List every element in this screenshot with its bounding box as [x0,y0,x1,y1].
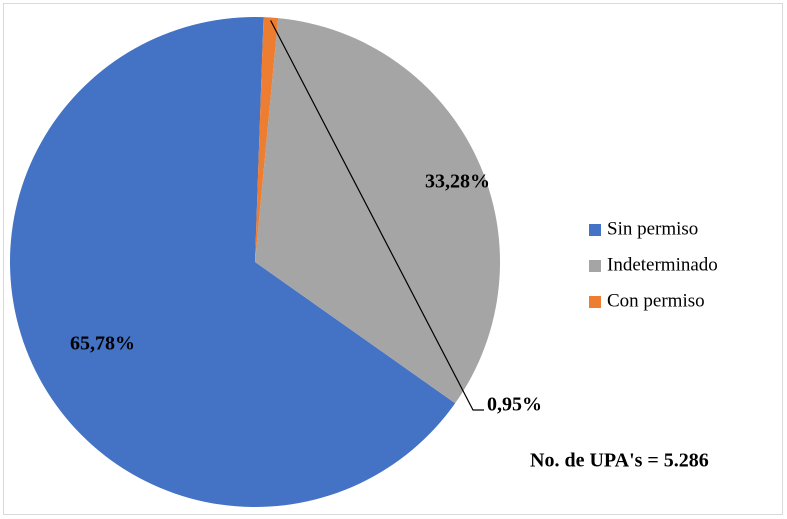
leader-line [270,20,484,411]
legend-swatch [589,260,601,272]
legend-label: Sin permiso [607,218,698,239]
data-label: 33,28% [425,171,490,193]
data-label: 65,78% [70,333,135,355]
legend-swatch [589,224,601,236]
legend-label: Con permiso [607,290,705,311]
pie-slice [9,16,456,508]
pie-slice [255,17,279,263]
data-label: 0,95% [487,394,542,416]
legend-label: Indeterminado [607,254,718,275]
pie-slice [255,18,500,404]
legend-swatch [589,296,601,308]
annotation: No. de UPA's = 5.286 [530,450,709,472]
